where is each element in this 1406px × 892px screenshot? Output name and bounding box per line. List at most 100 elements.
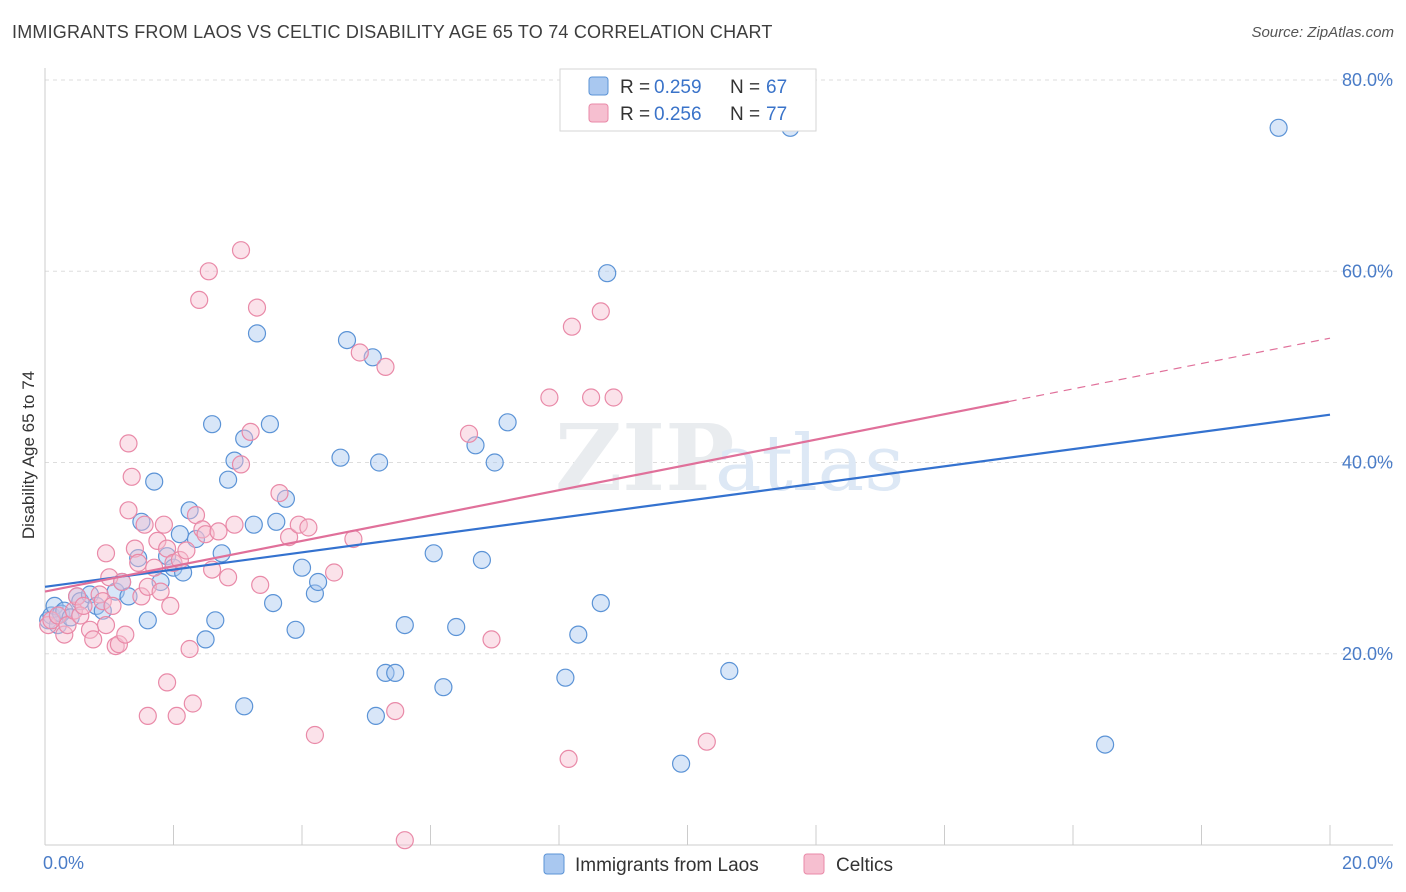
- celtics-point: [167, 706, 186, 726]
- laos-point: [447, 617, 466, 637]
- laos-point: [366, 706, 385, 726]
- celtics-point: [299, 518, 318, 537]
- y-tick-label: 40.0%: [1342, 453, 1393, 473]
- celtics-point: [190, 290, 209, 309]
- laos-point: [235, 429, 254, 448]
- y-tick-label: 80.0%: [1342, 70, 1393, 90]
- celtics-point: [177, 541, 196, 560]
- laos-point: [292, 558, 312, 577]
- celtics-point: [305, 725, 324, 745]
- celtics-point: [325, 563, 344, 582]
- legend-laos-n-label: N =: [730, 77, 760, 98]
- celtics-point: [231, 455, 251, 474]
- laos-point: [395, 615, 414, 635]
- laos-point: [472, 550, 491, 570]
- celtics-point: [96, 544, 116, 563]
- laos-point: [1269, 118, 1288, 137]
- celtics-point: [231, 241, 251, 260]
- celtics-point: [93, 592, 112, 611]
- celtics-point: [241, 422, 260, 441]
- celtics-point: [180, 639, 199, 659]
- laos-point: [591, 593, 610, 613]
- celtics-point: [482, 630, 501, 649]
- celtics-point: [119, 501, 138, 520]
- trend-lines: [44, 337, 1331, 593]
- laos-point: [598, 264, 617, 283]
- laos-point: [206, 611, 225, 630]
- celtics-trend-line: [44, 400, 1009, 593]
- laos-point: [129, 548, 148, 568]
- laos-point: [720, 661, 739, 681]
- bottom-legend-swatch-laos: [543, 853, 565, 875]
- celtics-point: [604, 388, 623, 407]
- tick-labels: 20.0% 40.0% 60.0% 80.0% 0.0% 20.0%: [43, 70, 1393, 873]
- laos-point: [138, 611, 157, 630]
- laos-point: [212, 544, 231, 563]
- celtics-point: [116, 625, 135, 644]
- bottom-legend-swatch-celtics: [803, 853, 825, 875]
- celtics-point: [151, 582, 170, 601]
- celtics-point: [591, 302, 610, 321]
- legend-swatch-laos: [588, 76, 609, 96]
- celtics-point: [270, 484, 289, 503]
- bottom-legend-laos-label: Immigrants from Laos: [575, 855, 759, 876]
- laos-point: [132, 512, 151, 531]
- axes: [44, 68, 1393, 846]
- celtics-point: [84, 630, 103, 649]
- celtics-point: [581, 388, 601, 407]
- series-celtics-points: [39, 241, 716, 850]
- celtics-point: [138, 706, 157, 726]
- celtics-point: [199, 262, 218, 281]
- laos-point: [376, 663, 395, 683]
- y-tick-label: 20.0%: [1342, 644, 1393, 664]
- laos-point: [434, 678, 453, 697]
- laos-point: [203, 415, 222, 434]
- celtics-point: [562, 317, 582, 336]
- watermark: ZIP atlas: [555, 404, 904, 512]
- laos-point: [386, 663, 405, 683]
- celtics-point: [161, 596, 180, 616]
- legend-laos-r-value: 0.259: [654, 77, 702, 98]
- grid-lines: [45, 79, 1393, 655]
- celtics-point: [376, 357, 395, 376]
- celtics-point: [251, 575, 270, 595]
- laos-point: [370, 453, 389, 472]
- x-tick-label: 20.0%: [1342, 853, 1393, 873]
- laos-point: [556, 668, 575, 687]
- celtics-point: [225, 515, 244, 534]
- y-tick-label: 60.0%: [1342, 261, 1393, 281]
- celtics-point: [55, 625, 74, 644]
- celtics-point: [183, 694, 202, 713]
- celtics-point: [697, 732, 716, 751]
- laos-point: [498, 413, 517, 432]
- celtics-point: [209, 522, 228, 541]
- laos-point: [466, 436, 485, 455]
- celtics-point: [96, 615, 116, 635]
- laos-point: [264, 593, 283, 613]
- laos-point: [196, 630, 215, 649]
- celtics-point: [280, 527, 299, 547]
- celtics-point: [219, 568, 238, 587]
- celtics-point: [193, 520, 212, 539]
- legend-celtics-r-value: 0.256: [654, 104, 702, 125]
- celtics-point: [540, 388, 559, 407]
- laos-point: [337, 331, 357, 350]
- laos-point: [305, 584, 324, 603]
- watermark-zip: ZIP: [555, 404, 734, 512]
- celtics-point: [135, 515, 154, 534]
- celtics-point: [559, 749, 578, 769]
- legend-laos-n-value: 67: [766, 77, 787, 98]
- celtics-point: [350, 343, 369, 362]
- celtics-point: [74, 596, 93, 616]
- celtics-point: [148, 531, 167, 551]
- laos-trend-line: [44, 413, 1331, 588]
- celtics-point: [103, 596, 122, 616]
- laos-point: [569, 625, 588, 644]
- celtics-point: [71, 606, 90, 625]
- laos-point: [424, 544, 443, 563]
- laos-point: [309, 572, 328, 592]
- laos-point: [671, 754, 691, 773]
- bottom-legend-celtics-label: Celtics: [836, 855, 893, 876]
- celtics-point: [119, 434, 138, 453]
- laos-point: [219, 470, 238, 489]
